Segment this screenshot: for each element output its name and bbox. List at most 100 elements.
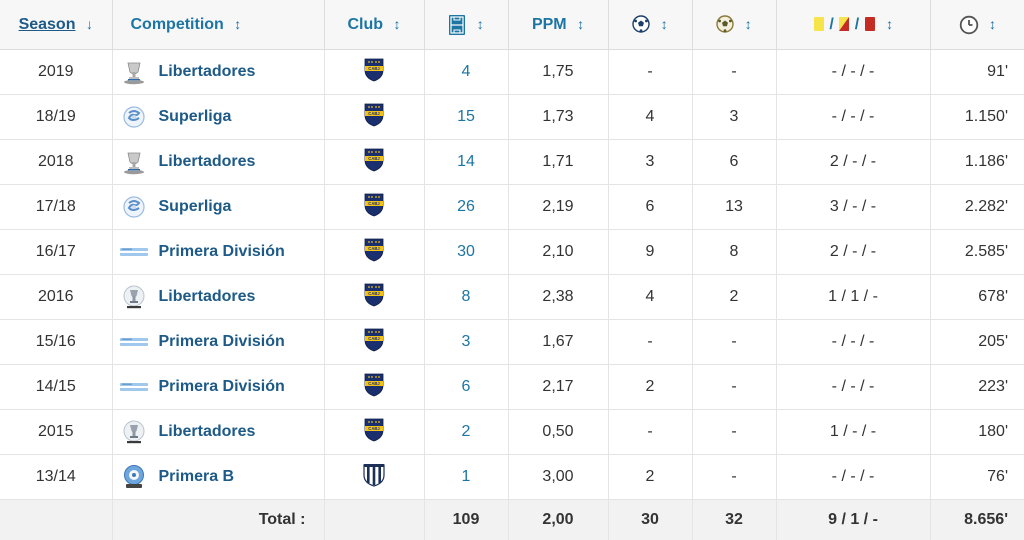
goals-cell: - (608, 409, 693, 455)
table-row: 16/17 Primera División CABJ 30 2,10 9 8 … (0, 229, 1024, 275)
competition-link[interactable]: Primera División (158, 378, 285, 395)
ppm-cell: 3,00 (508, 454, 609, 500)
appearances-column-header[interactable]: ↕ (424, 0, 509, 50)
goals-cell: - (608, 319, 693, 365)
competition-cell: Primera División (112, 229, 325, 275)
club-cell: CABJ (324, 319, 425, 365)
totals-ppm: 2,00 (508, 499, 609, 540)
appearances-link[interactable]: 1 (461, 468, 471, 485)
goals-cell: 4 (608, 94, 693, 140)
assists-column-header[interactable]: ↕ (692, 0, 777, 50)
table-row: 2016 Libertadores CABJ 8 2,38 4 2 1 / 1 … (0, 274, 1024, 320)
superliga-logo-icon[interactable] (119, 194, 149, 220)
boca-crest-icon[interactable]: CABJ (363, 57, 385, 88)
competition-link[interactable]: Primera B (158, 468, 235, 485)
appearances-link[interactable]: 30 (457, 243, 475, 260)
season-cell: 2015 (0, 409, 113, 455)
assists-cell: 3 (692, 94, 777, 140)
goals-cell: - (608, 49, 693, 95)
assists-cell: - (692, 409, 777, 455)
appearances-link[interactable]: 15 (457, 108, 475, 125)
sort-icon: ↕ (234, 15, 242, 32)
cards-cell: - / - / - (776, 454, 931, 500)
ppm-column-header[interactable]: PPM ↕ (508, 0, 609, 50)
competition-column-header[interactable]: Competition ↕ (112, 0, 325, 50)
ppm-cell: 2,17 (508, 364, 609, 410)
libertadores-trophy-icon[interactable] (119, 59, 149, 85)
boca-crest-icon[interactable]: CABJ (363, 282, 385, 313)
competition-link[interactable]: Superliga (158, 198, 232, 215)
libertadores-trophy-icon[interactable] (119, 149, 149, 175)
appearances-cell: 4 (424, 49, 509, 95)
cards-cell: - / - / - (776, 94, 931, 140)
svg-text:CABJ: CABJ (368, 291, 380, 296)
primera-division-logo-icon[interactable] (119, 329, 149, 355)
libertadores-logo-icon[interactable] (119, 284, 149, 310)
totals-cards: 9 / 1 / - (776, 499, 931, 540)
boca-crest-icon[interactable]: CABJ (363, 327, 385, 358)
competition-link[interactable]: Primera División (158, 333, 285, 350)
competition-cell: Libertadores (112, 49, 325, 95)
competition-link[interactable]: Primera División (158, 243, 285, 260)
club-cell: CABJ (324, 94, 425, 140)
boca-crest-icon[interactable]: CABJ (363, 237, 385, 268)
appearances-link[interactable]: 2 (461, 423, 471, 440)
totals-empty-cell (324, 499, 425, 540)
season-header-label: Season (18, 15, 76, 33)
appearances-link[interactable]: 14 (457, 153, 475, 170)
primera-b-logo-icon[interactable] (119, 464, 149, 490)
season-cell: 15/16 (0, 319, 113, 365)
libertadores-logo-icon[interactable] (119, 419, 149, 445)
competition-header-label: Competition (130, 15, 224, 33)
cards-separator: / (854, 15, 860, 33)
competition-link[interactable]: Superliga (158, 108, 232, 125)
season-cell: 2018 (0, 139, 113, 185)
assists-cell: - (692, 319, 777, 365)
minutes-cell: 205' (930, 319, 1024, 365)
appearances-link[interactable]: 26 (457, 198, 475, 215)
boca-crest-icon[interactable]: CABJ (363, 102, 385, 133)
boca-crest-icon[interactable]: CABJ (363, 147, 385, 178)
table-row: 2018 Libertadores CABJ 14 1,71 3 6 2 / -… (0, 139, 1024, 185)
primera-division-logo-icon[interactable] (119, 239, 149, 265)
cards-column-header[interactable]: / / ↕ (776, 0, 931, 50)
svg-text:CABJ: CABJ (368, 201, 380, 206)
competition-link[interactable]: Libertadores (158, 423, 256, 440)
cards-cell: 3 / - / - (776, 184, 931, 230)
talleres-crest-icon[interactable] (362, 462, 386, 493)
sort-icon: ↕ (886, 15, 894, 32)
season-cell: 18/19 (0, 94, 113, 140)
table-row: 2019 Libertadores CABJ 4 1,75 - - - / - … (0, 49, 1024, 95)
minutes-column-header[interactable]: ↕ (930, 0, 1024, 50)
svg-text:CABJ: CABJ (368, 66, 380, 71)
competition-cell: Primera División (112, 364, 325, 410)
competition-link[interactable]: Libertadores (158, 288, 256, 305)
minutes-cell: 223' (930, 364, 1024, 410)
ppm-cell: 2,19 (508, 184, 609, 230)
assists-cell: 13 (692, 184, 777, 230)
boca-crest-icon[interactable]: CABJ (363, 372, 385, 403)
table-row: 13/14 Primera B 1 3,00 2 - - / - / - 76' (0, 454, 1024, 500)
club-column-header[interactable]: Club ↕ (324, 0, 425, 50)
cards-cell: - / - / - (776, 319, 931, 365)
appearances-link[interactable]: 8 (461, 288, 471, 305)
competition-link[interactable]: Libertadores (158, 63, 256, 80)
primera-division-logo-icon[interactable] (119, 374, 149, 400)
season-column-header[interactable]: Season ↓ (0, 0, 113, 50)
totals-label: Total : (112, 499, 325, 540)
goals-column-header[interactable]: ↕ (608, 0, 693, 50)
table-row: 15/16 Primera División CABJ 3 1,67 - - -… (0, 319, 1024, 365)
minutes-cell: 1.186' (930, 139, 1024, 185)
competition-cell: Superliga (112, 184, 325, 230)
goals-cell: 3 (608, 139, 693, 185)
appearances-link[interactable]: 6 (461, 378, 471, 395)
sort-icon: ↕ (577, 15, 585, 32)
boca-crest-icon[interactable]: CABJ (363, 417, 385, 448)
appearances-link[interactable]: 4 (461, 63, 471, 80)
appearances-link[interactable]: 3 (461, 333, 471, 350)
ppm-cell: 1,75 (508, 49, 609, 95)
boca-crest-icon[interactable]: CABJ (363, 192, 385, 223)
cards-cell: 1 / 1 / - (776, 274, 931, 320)
superliga-logo-icon[interactable] (119, 104, 149, 130)
competition-link[interactable]: Libertadores (158, 153, 256, 170)
